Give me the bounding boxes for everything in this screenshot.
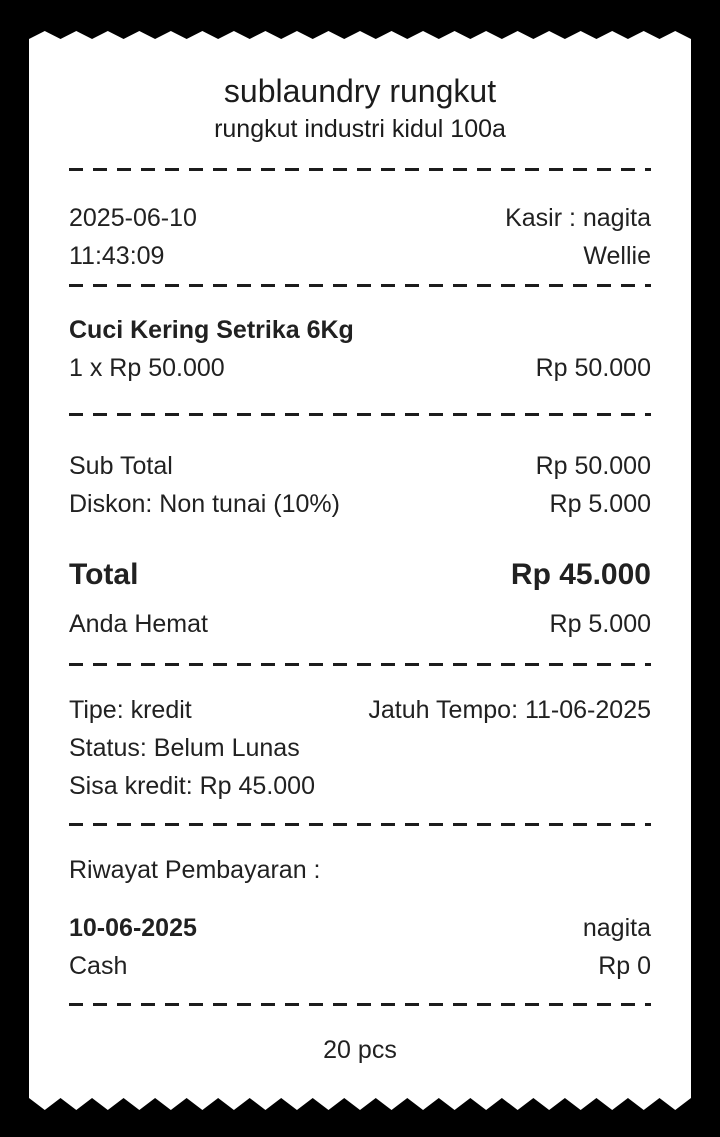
customer-name: Wellie (583, 242, 651, 270)
payment-history-heading: Riwayat Pembayaran : (69, 856, 321, 884)
payment-cashier: nagita (582, 914, 651, 942)
receipt: sublaundry rungkut rungkut industri kidu… (29, 31, 691, 1110)
transaction-time: 11:43:09 (69, 242, 165, 270)
total-value: Rp 45.000 (510, 558, 651, 591)
payment-history-row: 10-06-2025 nagita (69, 909, 651, 947)
item-name: Cuci Kering Setrika 6Kg (69, 316, 354, 344)
credit-type-row: Tipe: kredit Jatuh Tempo: 11-06-2025 (69, 691, 651, 729)
discount-row: Diskon: Non tunai (10%) Rp 5.000 (69, 485, 651, 523)
separator (69, 413, 651, 416)
credit-due-date: Jatuh Tempo: 11-06-2025 (368, 696, 651, 724)
transaction-date: 2025-06-10 (69, 204, 197, 232)
credit-remaining-row: Sisa kredit: Rp 45.000 (69, 767, 651, 805)
subtotal-row: Sub Total Rp 50.000 (69, 447, 651, 485)
header-row-1: 2025-06-10 Kasir : nagita (69, 199, 651, 237)
subtotal-label: Sub Total (69, 452, 173, 480)
separator (69, 168, 651, 171)
payment-date: 10-06-2025 (69, 914, 197, 942)
savings-value: Rp 5.000 (549, 610, 651, 638)
receipt-paper: sublaundry rungkut rungkut industri kidu… (29, 39, 691, 1098)
zigzag-bottom-edge (29, 1098, 691, 1110)
credit-status: Status: Belum Lunas (69, 734, 300, 762)
payment-amount: Rp 0 (598, 952, 651, 980)
item-price-row: 1 x Rp 50.000 Rp 50.000 (69, 349, 651, 387)
item-qty-price: 1 x Rp 50.000 (69, 354, 225, 382)
savings-label: Anda Hemat (69, 610, 208, 638)
total-label: Total (69, 558, 139, 591)
credit-status-row: Status: Belum Lunas (69, 729, 651, 767)
item-amount: Rp 50.000 (535, 354, 651, 382)
store-address: rungkut industri kidul 100a (214, 115, 506, 143)
payment-history-heading-row: Riwayat Pembayaran : (69, 851, 651, 889)
item-row: Cuci Kering Setrika 6Kg (69, 311, 651, 349)
separator (69, 284, 651, 287)
pieces-count: 20 pcs (323, 1036, 397, 1064)
subtotal-value: Rp 50.000 (535, 452, 651, 480)
credit-remaining: Sisa kredit: Rp 45.000 (69, 772, 315, 800)
credit-type: Tipe: kredit (69, 696, 192, 724)
header-row-2: 11:43:09 Wellie (69, 237, 651, 275)
store-name: sublaundry rungkut (223, 73, 497, 109)
savings-row: Anda Hemat Rp 5.000 (69, 605, 651, 643)
discount-label: Diskon: Non tunai (10%) (69, 490, 340, 518)
discount-value: Rp 5.000 (549, 490, 651, 518)
separator (69, 663, 651, 666)
payment-method: Cash (69, 952, 128, 980)
total-row: Total Rp 45.000 (69, 553, 651, 597)
separator (69, 1003, 651, 1006)
zigzag-top-edge (29, 31, 691, 39)
separator (69, 823, 651, 826)
payment-method-row: Cash Rp 0 (69, 947, 651, 985)
cashier-label: Kasir : nagita (505, 204, 651, 232)
